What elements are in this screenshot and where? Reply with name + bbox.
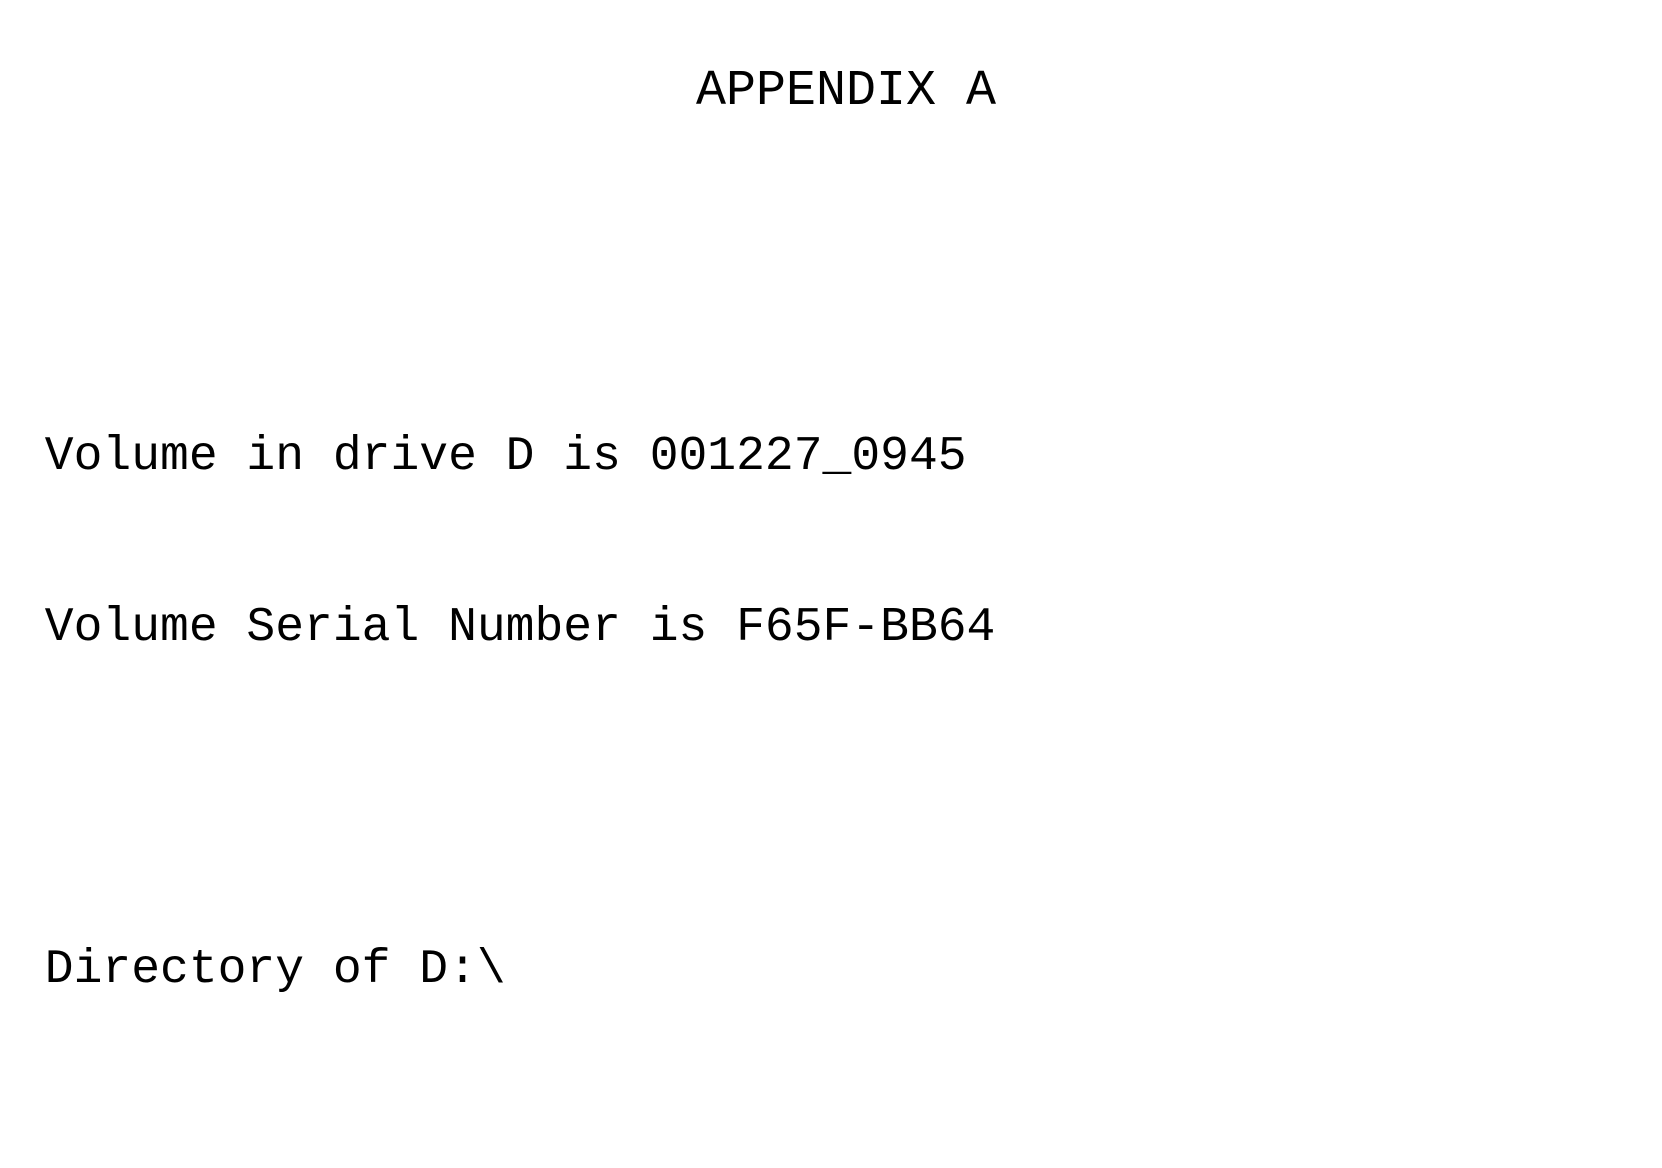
blank-line bbox=[16, 1113, 1662, 1168]
volume-name-line: Volume in drive D is 001227_0945 bbox=[44, 430, 967, 484]
page-title: APPENDIX A bbox=[695, 63, 997, 120]
directory-listing: Volume in drive D is 001227_0945 Volume … bbox=[16, 258, 1662, 1168]
volume-serial-line: Volume Serial Number is F65F-BB64 bbox=[44, 601, 996, 655]
blank-line bbox=[16, 771, 1662, 828]
directory-path-line: Directory of D:\ bbox=[44, 943, 506, 997]
